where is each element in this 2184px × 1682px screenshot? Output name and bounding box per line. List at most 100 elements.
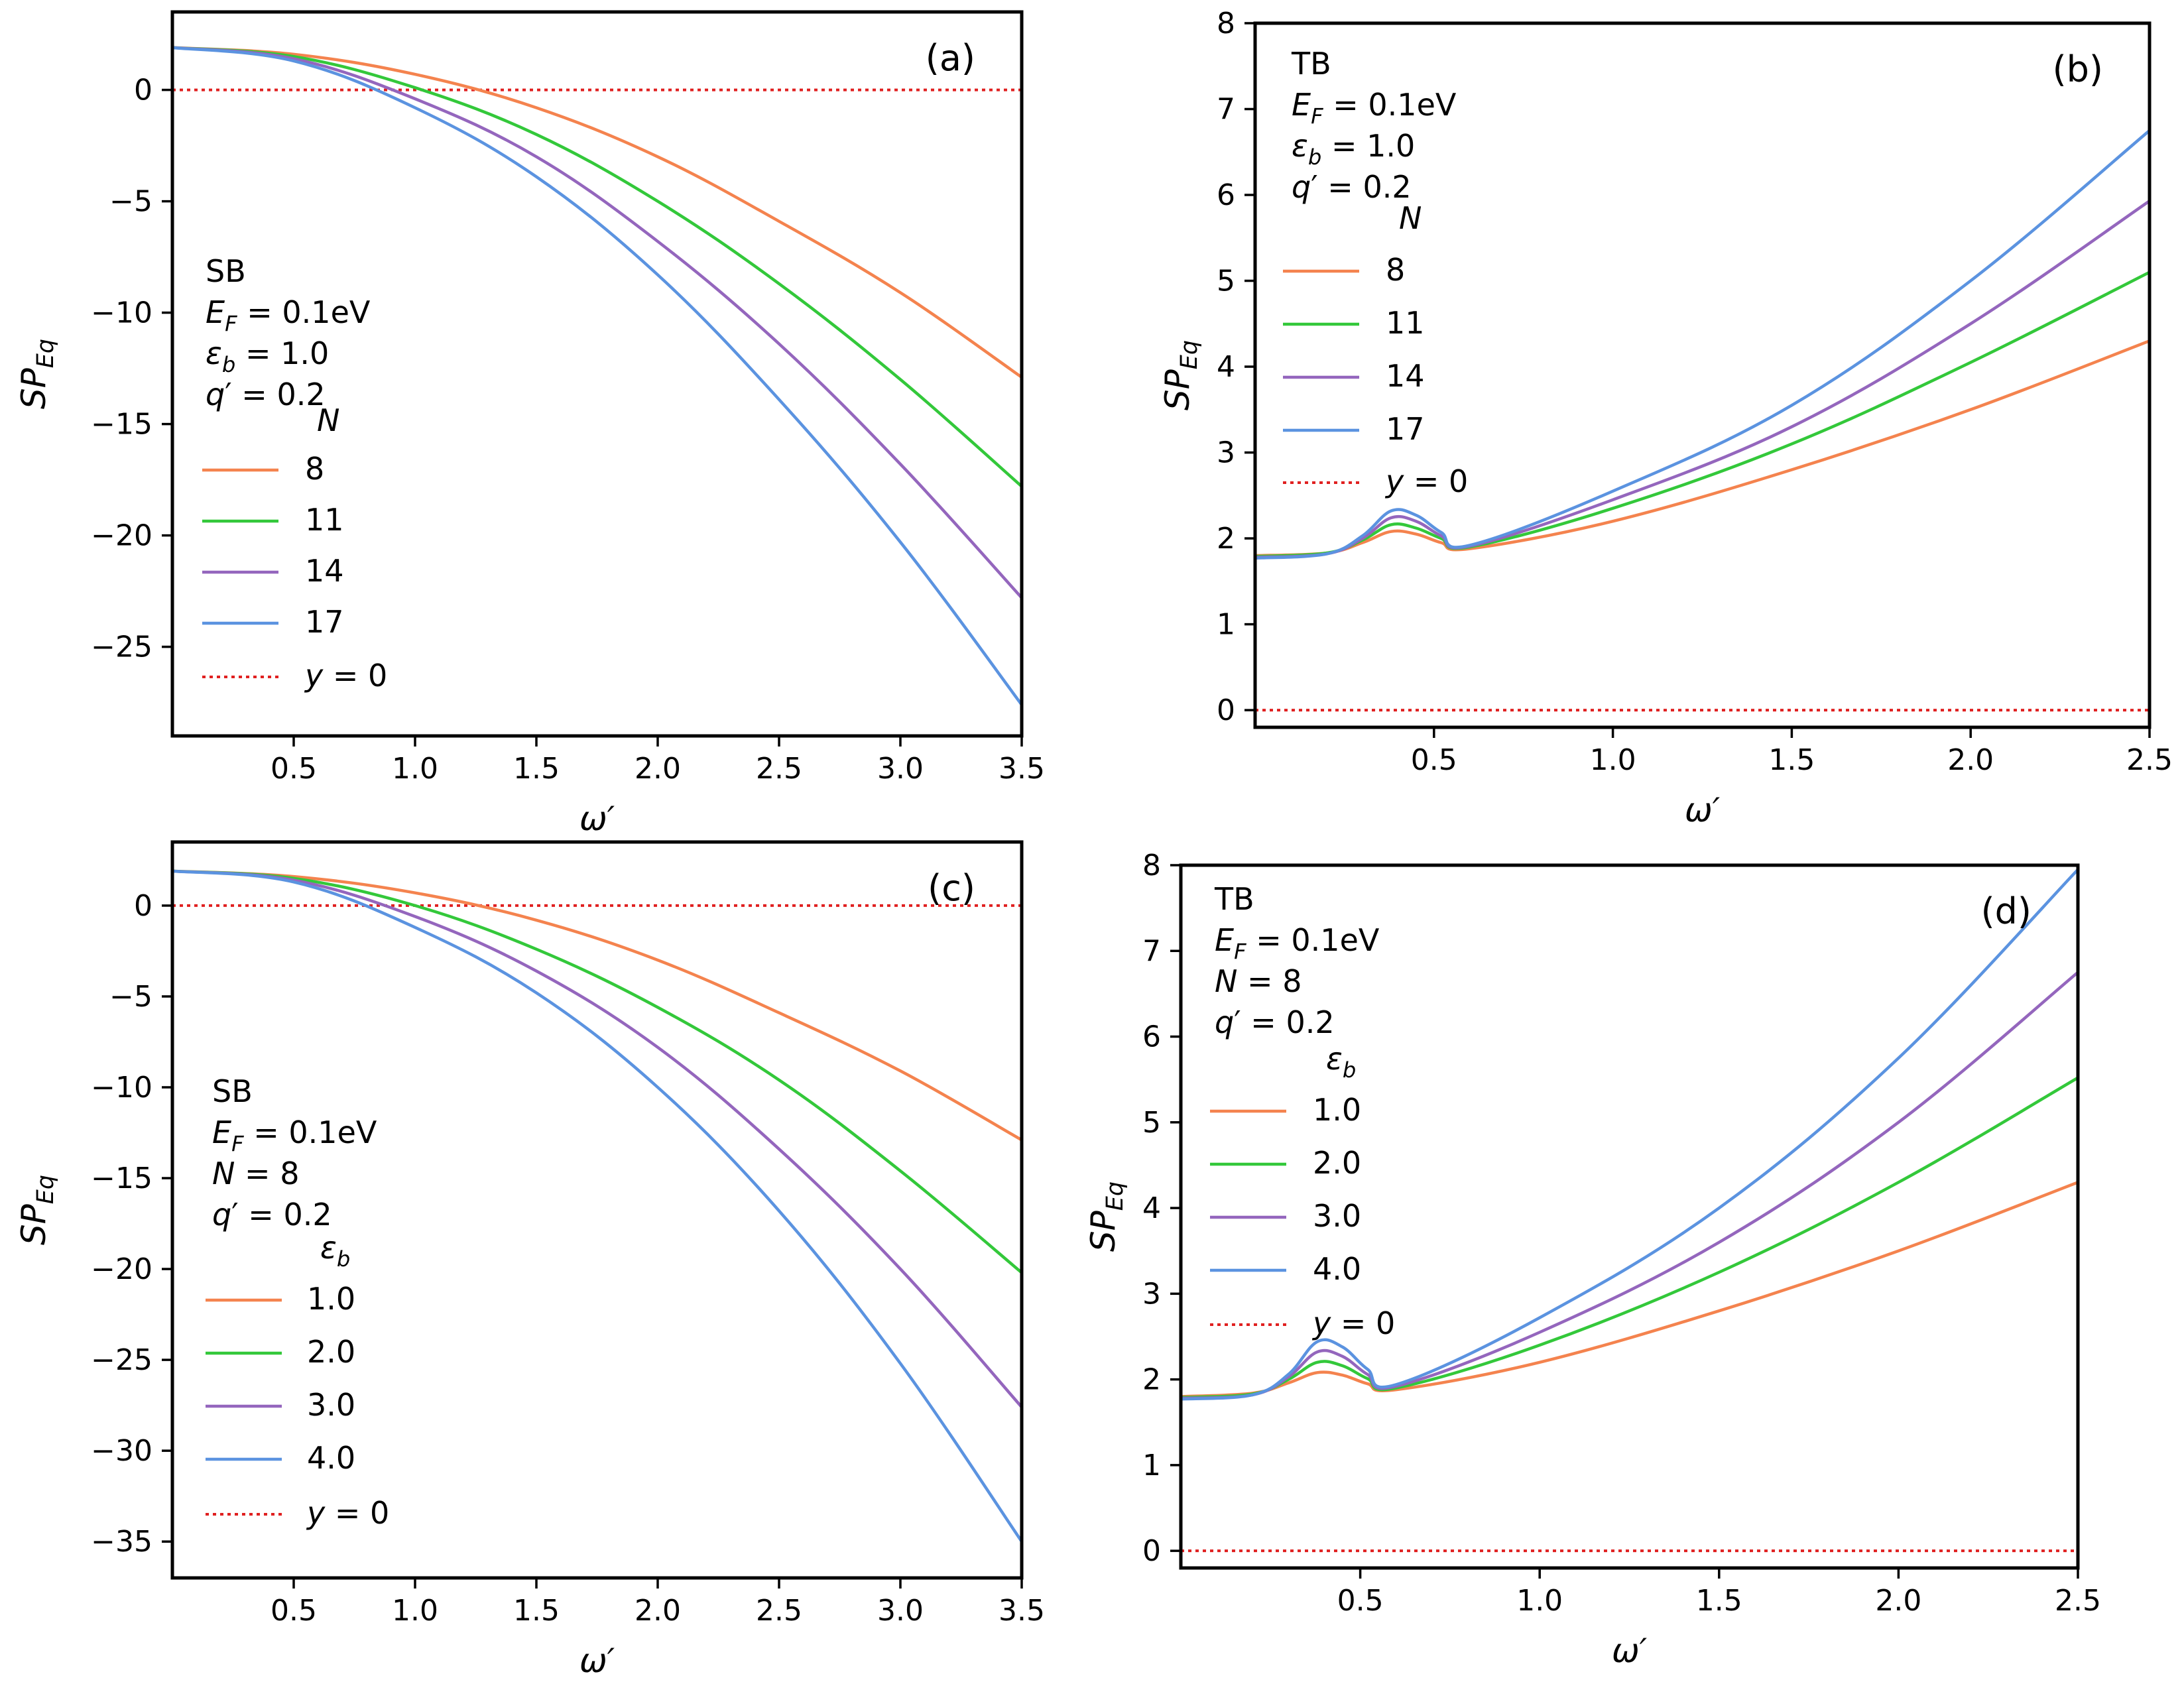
y-tick-label: 0 — [134, 74, 152, 107]
plot-frame — [170, 10, 1024, 738]
param-text: N = 8 — [1215, 963, 1302, 999]
series-line-2.0 — [1181, 1076, 2078, 1400]
y-tick-label: −25 — [91, 631, 152, 664]
x-tick-label: 2.0 — [1947, 743, 1994, 777]
y-tick-label: −5 — [109, 980, 152, 1014]
y-tick-label: −10 — [91, 296, 152, 330]
series-line-4.0 — [1181, 868, 2078, 1401]
plot-frame — [1179, 863, 2080, 1570]
y-tick-label: 5 — [1142, 1106, 1161, 1140]
legend-label-17: 17 — [305, 604, 344, 640]
legend-label-refline: y = 0 — [1384, 463, 1468, 499]
param-text: q′ = 0.2 — [1292, 169, 1412, 205]
x-axis-label: ω′ — [1612, 1632, 1648, 1670]
series-line-4.0 — [172, 869, 1022, 1543]
y-tick-label: −25 — [91, 1343, 152, 1377]
series-line-3.0 — [1181, 971, 2078, 1400]
series-line-17 — [1255, 129, 2150, 560]
legend-label-4.0: 4.0 — [1313, 1251, 1361, 1287]
legend-label-17: 17 — [1386, 411, 1425, 447]
x-tick-label: 3.5 — [999, 1594, 1045, 1628]
legend-label-8: 8 — [1386, 252, 1405, 288]
y-tick-label: 3 — [1142, 1277, 1161, 1311]
y-tick-label: −35 — [91, 1525, 152, 1559]
legend-label-2.0: 2.0 — [1313, 1145, 1361, 1181]
legend-title: N — [317, 402, 339, 438]
param-text: TB — [1291, 46, 1331, 82]
series-line-1.0 — [172, 869, 1022, 1142]
series-line-2.0 — [172, 869, 1022, 1274]
y-tick-label: 8 — [1217, 7, 1235, 40]
x-tick-label: 2.0 — [635, 752, 681, 786]
param-text: N = 8 — [212, 1156, 300, 1191]
y-tick-label: −5 — [109, 185, 152, 219]
param-text: εb = 1.0 — [206, 335, 329, 377]
param-text: TB — [1214, 881, 1254, 917]
y-axis-label: SPEq — [1158, 340, 1203, 410]
series-line-1.0 — [1181, 1181, 2078, 1398]
x-tick-label: 1.0 — [392, 752, 438, 786]
x-tick-label: 2.5 — [2055, 1584, 2101, 1618]
x-tick-label: 1.0 — [1590, 743, 1636, 777]
legend-title: εb — [320, 1230, 350, 1272]
y-tick-label: −15 — [91, 1162, 152, 1195]
param-text: q′ = 0.2 — [212, 1197, 332, 1232]
x-tick-label: 1.0 — [392, 1594, 438, 1628]
legend-label-8: 8 — [305, 451, 324, 487]
legend-label-refline: y = 0 — [1311, 1305, 1395, 1341]
legend-label-14: 14 — [305, 553, 344, 589]
x-tick-label: 0.5 — [271, 1594, 317, 1628]
panel-label: (a) — [926, 37, 975, 79]
legend-label-14: 14 — [1386, 358, 1425, 394]
x-tick-label: 2.0 — [1875, 1584, 1921, 1618]
panel-d: 0.5 1.0 1.5 2.0 2.5 0 1 2 3 4 5 6 7 8 ω′ SPEq (d) TB EF = … — [1084, 849, 2101, 1670]
legend-label-1.0: 1.0 — [307, 1281, 355, 1317]
param-text: SB — [212, 1073, 253, 1109]
x-tick-label: 1.5 — [513, 752, 560, 786]
y-axis-label: SPEq — [1084, 1181, 1128, 1252]
x-axis-label: ω′ — [579, 800, 615, 838]
x-tick-label: 0.5 — [1337, 1584, 1384, 1618]
param-text: q′ = 0.2 — [206, 377, 326, 412]
x-tick-label: 1.5 — [1768, 743, 1815, 777]
x-tick-label: 1.5 — [1696, 1584, 1742, 1618]
y-tick-label: −20 — [91, 1252, 152, 1286]
x-tick-label: 2.5 — [756, 1594, 802, 1628]
series-line-11 — [172, 46, 1022, 488]
series-line-17 — [172, 46, 1022, 706]
panel-label: (b) — [2053, 48, 2103, 90]
plot-frame — [170, 840, 1024, 1580]
legend-label-11: 11 — [305, 502, 344, 538]
y-tick-label: 5 — [1217, 265, 1235, 298]
series-line-3.0 — [172, 869, 1022, 1408]
param-text: EF = 0.1eV — [212, 1114, 377, 1156]
panel-c: 0.5 1.0 1.5 2.0 2.5 3.0 3.5 0 −5 −10 −15 −20 −25 −30 −… — [15, 840, 1045, 1680]
legend-label-3.0: 3.0 — [1313, 1198, 1361, 1234]
y-tick-label: 3 — [1217, 436, 1235, 470]
y-tick-label: 4 — [1142, 1191, 1161, 1225]
plot-frame — [1253, 21, 2152, 729]
x-axis-label: ω′ — [579, 1642, 615, 1680]
legend-label-3.0: 3.0 — [307, 1387, 355, 1423]
y-tick-label: −15 — [91, 408, 152, 442]
series-line-8 — [1255, 339, 2150, 558]
y-axis-label: SPEq — [15, 339, 59, 409]
x-tick-label: 1.0 — [1516, 1584, 1563, 1618]
y-tick-label: −10 — [91, 1071, 152, 1105]
series-line-8 — [172, 46, 1022, 379]
y-tick-label: 1 — [1217, 608, 1235, 642]
x-tick-label: 3.0 — [877, 1594, 924, 1628]
y-tick-label: 7 — [1217, 93, 1235, 127]
param-text: EF = 0.1eV — [1215, 922, 1380, 964]
legend-label-2.0: 2.0 — [307, 1334, 355, 1370]
y-tick-label: −30 — [91, 1434, 152, 1468]
y-axis-label: SPEq — [15, 1175, 59, 1245]
y-tick-label: 2 — [1142, 1363, 1161, 1397]
y-tick-label: 4 — [1217, 350, 1235, 384]
x-tick-label: 2.0 — [635, 1594, 681, 1628]
panel-label: (c) — [928, 867, 975, 909]
panel-b: 0.5 1.0 1.5 2.0 2.5 0 1 2 3 4 5 6 7 8 ω′ SPEq (b) TB EF = … — [1158, 7, 2173, 829]
x-tick-label: 3.5 — [999, 752, 1045, 786]
param-text: q′ = 0.2 — [1215, 1004, 1335, 1040]
